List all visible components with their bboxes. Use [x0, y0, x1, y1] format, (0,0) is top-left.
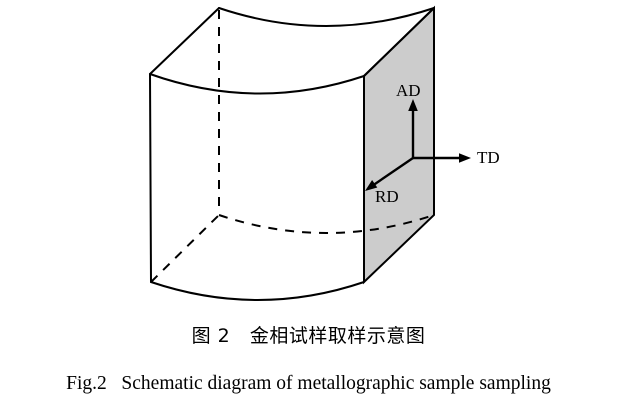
metallographic-observation-plane — [363, 5, 435, 285]
top-front-curve-edge — [149, 73, 365, 95]
figure-caption-chinese: 图 2 金相试样取样示意图 — [191, 325, 426, 347]
figure-caption-english: Fig.2 Schematic diagram of metallographi… — [66, 373, 551, 394]
hidden-edges-group — [150, 10, 435, 283]
front-left-vertical-edge — [149, 73, 152, 283]
top-curved-surface — [149, 7, 435, 95]
direction-triad — [365, 99, 471, 191]
bottom-left-oblique-hidden-edge — [150, 214, 220, 283]
td-arrowhead-icon — [459, 153, 471, 163]
rd-axis-line — [371, 157, 414, 187]
top-right-oblique-edge — [363, 7, 435, 77]
bottom-back-curve-hidden-edge — [218, 214, 435, 234]
top-back-curve-edge — [218, 7, 435, 27]
rd-arrowhead-icon — [365, 180, 378, 191]
axis-label-ad: AD — [396, 81, 421, 100]
axis-label-rd: RD — [375, 187, 399, 206]
ad-arrowhead-icon — [408, 99, 418, 111]
top-left-oblique-edge — [149, 7, 220, 75]
axis-label-td: TD — [477, 148, 500, 167]
bottom-front-curve-edge — [150, 281, 365, 301]
